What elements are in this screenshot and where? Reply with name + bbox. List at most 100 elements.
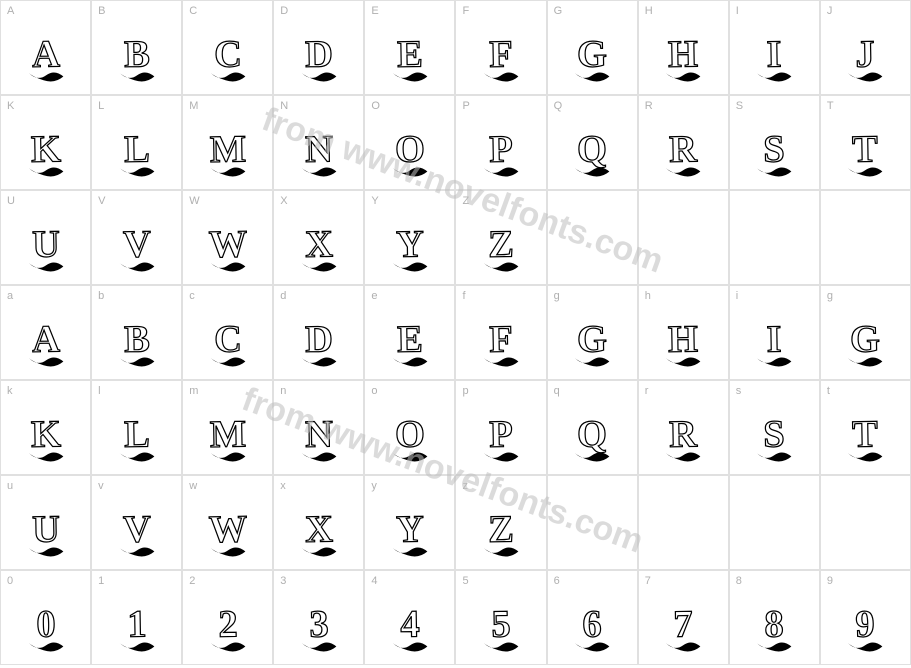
svg-text:Q: Q	[577, 128, 608, 171]
cell-label: o	[371, 385, 377, 397]
glyph-cell: g G	[820, 285, 911, 380]
cell-label: c	[189, 290, 195, 302]
cell-label: k	[7, 385, 13, 397]
glyph-U: U	[15, 212, 77, 274]
glyph-V: V	[106, 497, 168, 559]
cell-label: l	[98, 385, 100, 397]
glyph-E: E	[379, 307, 441, 369]
svg-text:P: P	[489, 413, 513, 455]
glyph-6: 6	[561, 592, 623, 654]
cell-label: 3	[280, 575, 286, 587]
cell-label: y	[371, 480, 377, 492]
cell-label: r	[645, 385, 649, 397]
cell-label: K	[7, 100, 14, 112]
glyph-cell: K K	[0, 95, 91, 190]
cell-label: 4	[371, 575, 377, 587]
cell-label: 7	[645, 575, 651, 587]
glyph-I: I	[743, 307, 805, 369]
svg-text:2: 2	[218, 603, 238, 645]
glyph-D: D	[288, 22, 350, 84]
glyph-T: T	[834, 402, 896, 464]
glyph-cell: 6 6	[547, 570, 638, 665]
svg-text:L: L	[123, 128, 149, 170]
cell-label: f	[462, 290, 465, 302]
cell-label: A	[7, 5, 14, 17]
glyph-cell: I I	[729, 0, 820, 95]
cell-label: Z	[462, 195, 469, 207]
glyph-Q: Q	[561, 402, 623, 464]
cell-label: q	[554, 385, 560, 397]
cell-label: s	[736, 385, 742, 397]
glyph-cell: C C	[182, 0, 273, 95]
svg-text:N: N	[305, 128, 334, 170]
glyph-cell: d D	[273, 285, 364, 380]
svg-text:B: B	[123, 318, 149, 360]
cell-label: i	[736, 290, 738, 302]
glyph-J: J	[834, 22, 896, 84]
glyph-Y: Y	[379, 497, 441, 559]
glyph-9: 9	[834, 592, 896, 654]
glyph-cell: l L	[91, 380, 182, 475]
cell-label: w	[189, 480, 197, 492]
glyph-cell: k K	[0, 380, 91, 475]
cell-label: E	[371, 5, 378, 17]
svg-text:4: 4	[400, 603, 420, 645]
svg-text:G: G	[850, 318, 881, 361]
glyph-cell: F F	[455, 0, 546, 95]
glyph-cell: b B	[91, 285, 182, 380]
cell-label: L	[98, 100, 104, 112]
cell-label: Y	[371, 195, 378, 207]
glyph-cell: J J	[820, 0, 911, 95]
glyph-cell: u U	[0, 475, 91, 570]
glyph-R: R	[652, 117, 714, 179]
glyph-cell: 4 4	[364, 570, 455, 665]
cell-label: x	[280, 480, 286, 492]
svg-text:T: T	[852, 128, 879, 170]
glyph-cell: H H	[638, 0, 729, 95]
cell-label: R	[645, 100, 653, 112]
glyph-cell: Z Z	[455, 190, 546, 285]
glyph-4: 4	[379, 592, 441, 654]
svg-text:U: U	[31, 223, 59, 265]
glyph-X: X	[288, 497, 350, 559]
svg-text:W: W	[208, 508, 247, 551]
cell-label: 6	[554, 575, 560, 587]
font-character-map: A A B B C C D D E E F F G G H H I I J J …	[0, 0, 911, 665]
glyph-U: U	[15, 497, 77, 559]
svg-text:O: O	[395, 128, 426, 171]
glyph-cell: g G	[547, 285, 638, 380]
cell-label: a	[7, 290, 13, 302]
glyph-cell: e E	[364, 285, 455, 380]
cell-label: b	[98, 290, 104, 302]
svg-text:V: V	[122, 223, 151, 265]
glyph-cell: n N	[273, 380, 364, 475]
cell-label: P	[462, 100, 469, 112]
svg-text:0: 0	[36, 603, 56, 645]
glyph-O: O	[379, 402, 441, 464]
glyph-cell: t T	[820, 380, 911, 475]
cell-label: W	[189, 195, 199, 207]
cell-label: 9	[827, 575, 833, 587]
cell-label: O	[371, 100, 380, 112]
svg-text:F: F	[489, 33, 513, 75]
glyph-cell: 3 3	[273, 570, 364, 665]
glyph-H: H	[652, 307, 714, 369]
glyph-P: P	[470, 117, 532, 179]
cell-label: X	[280, 195, 287, 207]
glyph-F: F	[470, 22, 532, 84]
empty-cell	[638, 190, 729, 285]
svg-text:Q: Q	[577, 413, 608, 456]
glyph-cell: S S	[729, 95, 820, 190]
glyph-cell: R R	[638, 95, 729, 190]
svg-text:Y: Y	[396, 508, 425, 550]
glyph-K: K	[15, 402, 77, 464]
glyph-2: 2	[197, 592, 259, 654]
cell-label: t	[827, 385, 830, 397]
svg-text:I: I	[767, 34, 783, 76]
svg-text:E: E	[397, 318, 423, 360]
svg-text:6: 6	[582, 603, 602, 645]
cell-label: T	[827, 100, 834, 112]
empty-cell	[729, 190, 820, 285]
glyph-cell: p P	[455, 380, 546, 475]
cell-label: U	[7, 195, 15, 207]
